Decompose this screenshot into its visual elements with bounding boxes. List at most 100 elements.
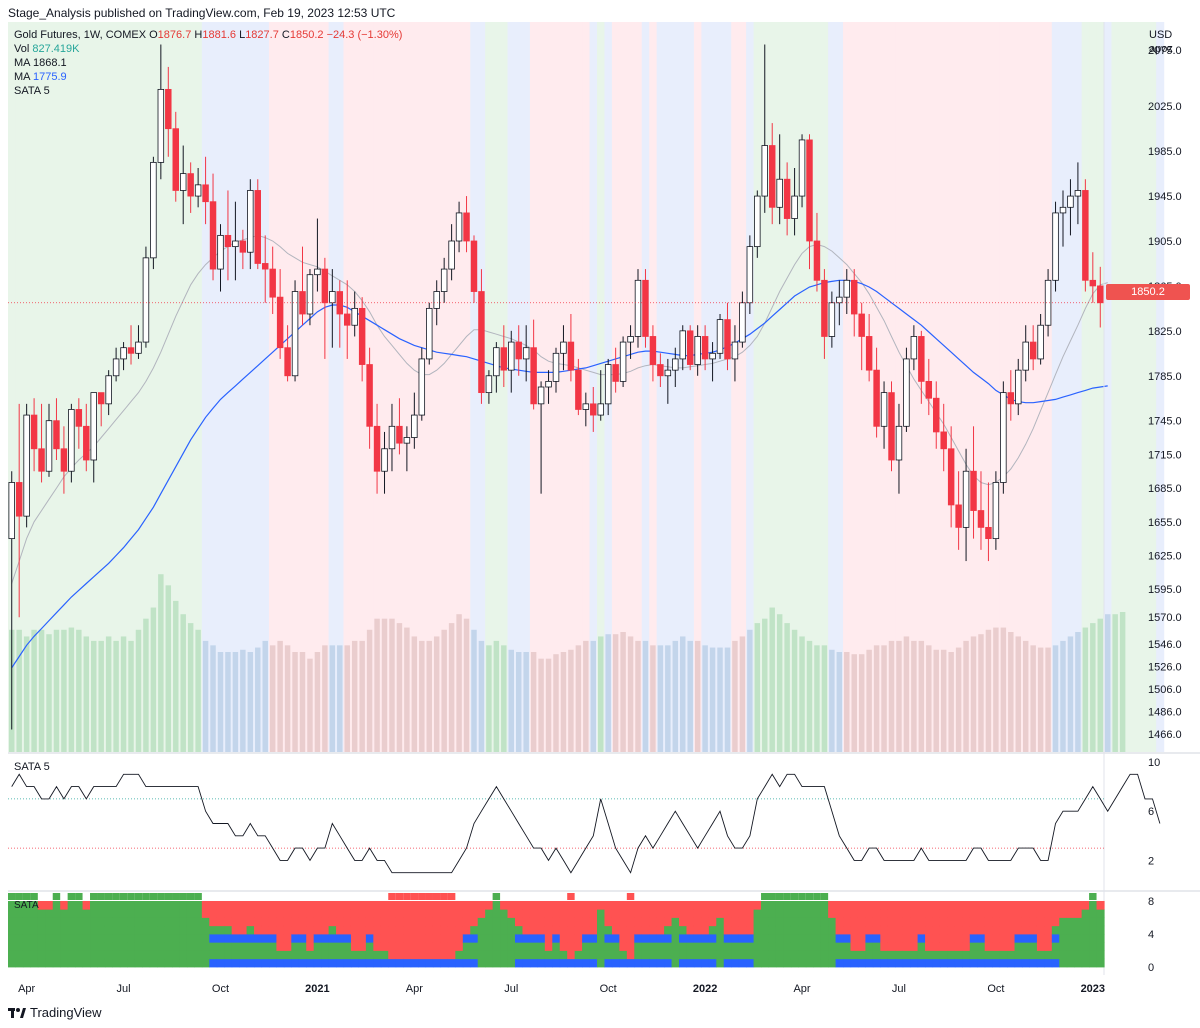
heatmap-cell [470,917,479,927]
heatmap-cell [880,958,889,968]
heatmap-cell [119,901,128,910]
heatmap-cell [410,925,419,935]
heatmap-cell [619,917,628,927]
heatmap-cell [1044,925,1053,935]
heatmap-cell [947,950,956,960]
volume-bar [83,636,90,752]
volume-bar [486,645,492,752]
heatmap-cell [119,958,128,968]
heatmap-cell [1074,901,1083,910]
heatmap-cell [634,934,643,943]
heatmap-cell [925,950,934,960]
heatmap-cell [962,909,971,918]
heatmap-cell [1066,925,1075,935]
phase-band [231,22,240,752]
heatmap-cell [619,950,628,960]
heatmap-cell [172,917,181,927]
heatmap-cell [582,950,591,960]
heatmap-cell [216,934,225,943]
heatmap-cell [910,942,919,951]
heatmap-cell [716,942,725,951]
phase-band [447,22,456,752]
legend-symbol-row: Gold Futures, 1W, COMEX O1876.7 H1881.6 … [14,28,402,42]
currency-label[interactable]: USD apoz [1149,28,1173,56]
heatmap-cell [1059,934,1068,943]
candle-body [679,330,686,360]
heatmap-cell [597,942,606,951]
candle-body [440,268,448,292]
heatmap-cell [30,950,39,960]
phase-band [984,22,993,752]
heatmap-cell [60,942,69,951]
legend-symbol[interactable]: Gold Futures, 1W, COMEX [14,29,147,41]
heatmap-cell [149,909,158,918]
heatmap-cell [597,925,606,935]
heatmap-cell [321,958,330,968]
heatmap-cell [388,901,397,910]
heatmap-cell [432,917,442,927]
heatmap-cell [798,942,807,951]
candle-body [522,347,530,360]
phase-band [761,22,770,752]
heatmap-cell [142,950,151,960]
volume-bar [1030,645,1036,752]
heatmap-cell [224,934,233,943]
candle-body [724,319,731,360]
heatmap-cell [738,917,747,927]
heatmap-cell [291,909,300,918]
phase-band [641,22,650,752]
phase-band [52,22,61,752]
phase-band [172,22,181,752]
candle-body [351,307,358,326]
heatmap-cell [164,942,173,951]
volume-bar [545,658,552,752]
heatmap-cell [641,909,650,918]
heatmap-cell [440,925,449,935]
heatmap-cell [1044,901,1053,910]
volume-bar [105,636,112,752]
heatmap-cell [134,909,143,918]
volume-bar [307,658,313,752]
heatmap-cell [925,958,934,968]
heatmap-cell [82,950,91,960]
heatmap-cell [552,925,561,935]
heatmap-cell [992,925,1001,935]
heatmap-cell [261,925,270,935]
candle-body [1037,324,1044,360]
heatmap-cell [313,917,322,927]
heatmap-cell [731,934,740,943]
heatmap-cell [857,917,867,927]
heatmap-cell [75,942,84,951]
heatmap-marker [768,893,776,900]
volume-bar [754,623,761,752]
candle-body [1059,206,1067,214]
heatmap-cell [813,950,822,960]
phase-band [60,22,69,752]
heatmap-cell [992,942,1001,951]
volume-bar [866,649,872,752]
heatmap-cell [97,942,106,951]
heatmap-cell [552,942,561,951]
heatmap-cell [925,934,934,943]
heatmap-marker [790,893,799,900]
heatmap-cell [925,942,934,951]
heatmap-cell [462,901,471,910]
candle-body [97,392,105,405]
heatmap-cell [254,901,263,910]
heatmap-cell [1096,934,1105,943]
heatmap-cell [738,901,747,910]
volume-bar [269,645,276,752]
tradingview-logo[interactable]: TradingView [8,1005,102,1020]
heatmap-cell [477,934,486,943]
heatmap-cell [514,950,524,960]
heatmap-cell [97,950,106,960]
volume-bar [694,640,701,752]
heatmap-cell [1089,901,1098,910]
heatmap-cell [37,942,46,951]
heatmap-cell [611,917,620,927]
volume-bar [784,623,790,752]
heatmap-cell [865,925,874,935]
heatmap-cell [201,942,210,951]
heatmap-cell [45,942,54,951]
heatmap-cell [231,958,240,968]
